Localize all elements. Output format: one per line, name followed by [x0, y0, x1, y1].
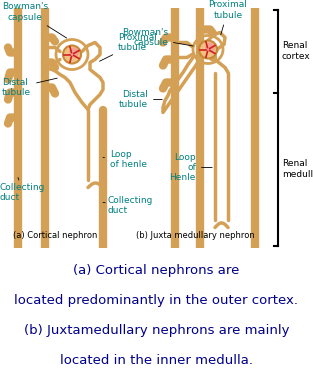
Text: Proximal
tubule: Proximal tubule	[208, 0, 248, 35]
Text: (b) Juxtamedullary nephrons are mainly: (b) Juxtamedullary nephrons are mainly	[24, 324, 289, 338]
Text: Renal
medulla: Renal medulla	[282, 159, 313, 179]
Circle shape	[199, 40, 217, 58]
Text: (b) Juxta medullary nephron: (b) Juxta medullary nephron	[136, 231, 254, 240]
Text: Loop
of
Henle: Loop of Henle	[170, 153, 212, 182]
Circle shape	[69, 48, 79, 57]
Text: Collecting
duct: Collecting duct	[103, 196, 153, 215]
Circle shape	[63, 45, 81, 63]
Text: Distal
tubule: Distal tubule	[119, 90, 162, 109]
Text: Distal
tubule: Distal tubule	[2, 78, 57, 97]
Text: Bowman's
capsule: Bowman's capsule	[2, 2, 67, 38]
Text: Proximal
tubule: Proximal tubule	[100, 33, 157, 61]
Text: located in the inner medulla.: located in the inner medulla.	[60, 354, 253, 368]
Text: (a) Cortical nephrons are: (a) Cortical nephrons are	[73, 264, 240, 278]
Text: located predominantly in the outer cortex.: located predominantly in the outer corte…	[14, 294, 299, 307]
Text: Renal
cortex: Renal cortex	[282, 41, 311, 61]
Circle shape	[205, 42, 215, 52]
Text: Collecting
duct: Collecting duct	[0, 177, 45, 202]
Text: (a) Cortical nephron: (a) Cortical nephron	[13, 231, 97, 240]
Text: Bowman's
capsule: Bowman's capsule	[122, 28, 193, 47]
Text: Loop
of henle: Loop of henle	[103, 150, 147, 169]
